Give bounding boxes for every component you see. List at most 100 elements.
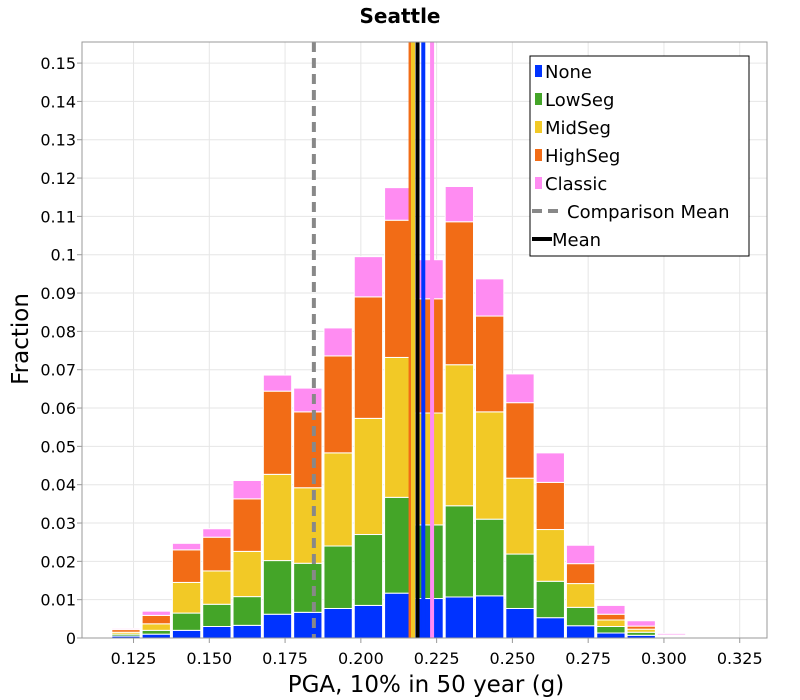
bar-classic-bin-14	[535, 452, 565, 483]
bar-classic-bin-19	[687, 635, 717, 637]
bar-classic-bin-8	[353, 256, 384, 298]
y-tick-label-13: 0.13	[40, 131, 76, 150]
bar-none-bin-15	[565, 625, 596, 639]
mean-lines	[311, 42, 435, 638]
bar-none-bin-4	[232, 624, 262, 639]
y-tick-label-11: 0.11	[40, 207, 76, 226]
x-tick-label-5: 0.250	[489, 649, 535, 668]
bar-lowseg-bin-4	[232, 596, 262, 626]
x-tick-label-7: 0.300	[641, 649, 687, 668]
x-axis-label: PGA, 10% in 50 year (g)	[288, 672, 565, 698]
legend-label-midseg: MidSeg	[545, 118, 611, 139]
bar-highseg-bin-1	[141, 614, 171, 625]
y-tick-label-5: 0.05	[40, 437, 76, 456]
bar-lowseg-bin-16	[596, 626, 626, 634]
legend-box	[529, 55, 750, 257]
x-tick-label-1: 0.150	[186, 649, 232, 668]
x-axis-ticks: 0.125 0.150 0.175 0.200 0.225 0.250 0.275 0.300…	[111, 638, 763, 668]
bar-classic-bin-12	[475, 278, 505, 317]
x-tick-label-4: 0.225	[414, 649, 460, 668]
bar-classic-bin-18	[656, 632, 687, 636]
legend-swatch-midseg	[535, 121, 542, 133]
bar-none-bin-16	[596, 632, 626, 639]
y-tick-label-3: 0.03	[40, 514, 76, 533]
bar-none-bin-13	[505, 607, 535, 639]
bar-lowseg-bin-3	[202, 603, 232, 628]
bar-midseg-bin-15	[565, 583, 596, 608]
y-tick-label-8: 0.08	[40, 322, 76, 341]
y-tick-label-14: 0.14	[40, 92, 76, 111]
bar-midseg-bin-4	[232, 550, 262, 598]
bar-highseg-bin-7	[323, 355, 353, 454]
bar-midseg-bin-7	[323, 452, 353, 547]
bar-lowseg-bin-7	[323, 545, 353, 609]
bar-lowseg-bin-8	[353, 534, 384, 606]
legend-swatch-lowseg	[535, 93, 542, 105]
bar-highseg-bin-4	[232, 498, 262, 552]
bar-highseg-bin-12	[475, 315, 505, 413]
y-tick-label-7: 0.07	[40, 361, 76, 380]
bar-classic-bin-7	[323, 327, 353, 357]
bar-classic-bin-3	[202, 528, 232, 538]
bar-midseg-bin-8	[353, 417, 384, 536]
bar-midseg-bin-12	[475, 411, 505, 520]
y-tick-label-15: 0.15	[40, 54, 76, 73]
bar-classic-bin-6	[293, 387, 323, 413]
x-tick-label-6: 0.275	[565, 649, 611, 668]
bar-midseg-bin-5	[262, 473, 293, 562]
bar-none-bin-1	[141, 633, 171, 639]
bar-midseg-bin-13	[505, 477, 535, 555]
bar-lowseg-bin-13	[505, 553, 535, 609]
y-tick-label-12: 0.12	[40, 169, 76, 188]
bar-highseg-bin-6	[293, 411, 323, 489]
y-tick-label-2: 0.02	[40, 552, 76, 571]
bar-highseg-bin-15	[565, 563, 596, 585]
bar-midseg-bin-6	[293, 487, 323, 564]
bar-highseg-bin-13	[505, 402, 535, 479]
bar-lowseg-bin-9	[384, 496, 414, 594]
bar-lowseg-bin-14	[535, 580, 565, 619]
bar-classic-bin-5	[262, 374, 293, 392]
bar-lowseg-bin-5	[262, 560, 293, 615]
y-tick-label-10: 0.1	[51, 246, 76, 265]
bar-classic-bin-1	[141, 610, 171, 616]
y-tick-label-1: 0.01	[40, 591, 76, 610]
bar-classic-bin-16	[596, 604, 626, 615]
bar-classic-bin-11	[444, 185, 475, 223]
bar-lowseg-bin-1	[141, 629, 171, 635]
x-tick-label-3: 0.200	[338, 649, 384, 668]
bar-midseg-bin-11	[444, 364, 475, 507]
legend-swatch-none	[535, 65, 542, 77]
bar-none-bin-8	[353, 604, 384, 639]
x-tick-label-2: 0.175	[262, 649, 308, 668]
y-tick-label-0: 0	[66, 629, 76, 648]
bar-midseg-bin-16	[596, 619, 626, 628]
bar-lowseg-bin-6	[293, 562, 323, 613]
bar-none-bin-14	[535, 617, 565, 639]
bar-midseg-bin-2	[171, 581, 202, 614]
bar-midseg-bin-10	[414, 412, 444, 526]
legend: None LowSeg MidSeg HighSeg Classic Comparison…	[529, 55, 750, 257]
y-tick-label-6: 0.06	[40, 399, 76, 418]
y-tick-label-4: 0.04	[40, 476, 76, 495]
bar-none-bin-5	[262, 613, 293, 639]
legend-label-lowseg: LowSeg	[545, 90, 614, 111]
bar-lowseg-bin-12	[475, 518, 505, 597]
bar-highseg-bin-14	[535, 481, 565, 531]
bar-midseg-bin-1	[141, 623, 171, 631]
bar-highseg-bin-16	[596, 613, 626, 621]
bar-none-bin-2	[171, 629, 202, 639]
bar-classic-bin-4	[232, 479, 262, 500]
bar-highseg-bin-8	[353, 296, 384, 419]
bars	[111, 185, 717, 639]
bar-classic-bin-13	[505, 373, 535, 404]
bar-classic-bin-17	[626, 620, 656, 627]
bar-lowseg-bin-11	[444, 505, 475, 598]
x-tick-label-8: 0.325	[717, 649, 763, 668]
bar-none-bin-12	[475, 595, 505, 639]
bar-highseg-bin-10	[414, 298, 444, 414]
bar-midseg-bin-14	[535, 529, 565, 582]
legend-label-comparison-mean: Comparison Mean	[567, 202, 730, 223]
bar-none-bin-7	[323, 607, 353, 639]
chart-title: Seattle	[359, 4, 440, 28]
